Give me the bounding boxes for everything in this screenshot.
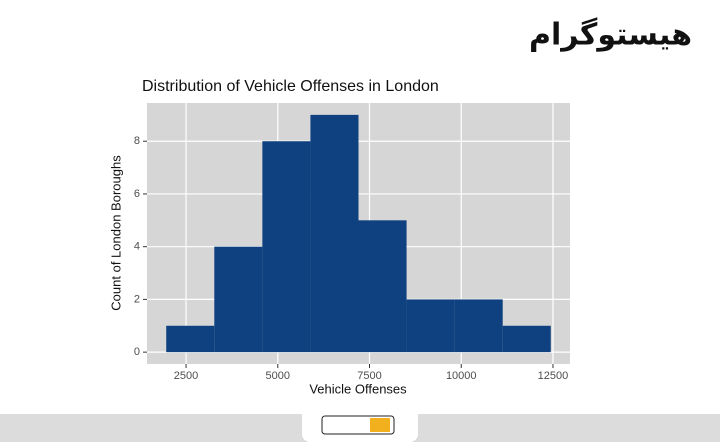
logo-accent	[370, 418, 390, 432]
x-tick-label: 7500	[357, 370, 381, 382]
bar	[166, 325, 215, 353]
y-tick-label: 8	[134, 135, 140, 147]
bar	[502, 325, 551, 353]
y-tick-label: 0	[134, 346, 140, 358]
x-axis-label: Vehicle Offenses	[309, 381, 407, 396]
bars	[166, 114, 551, 353]
bar	[454, 299, 503, 353]
bar	[406, 299, 455, 353]
x-tick-label: 2500	[174, 370, 198, 382]
bar	[310, 114, 359, 353]
y-tick-label: 6	[134, 188, 140, 200]
y-tick-label: 2	[134, 293, 140, 305]
page-title: هیستوگرام	[529, 17, 692, 53]
y-tick-label: 4	[134, 241, 140, 253]
bar	[214, 246, 263, 353]
x-tick-label: 10000	[446, 370, 477, 382]
x-tick-label: 5000	[266, 370, 290, 382]
bar	[262, 141, 311, 353]
x-tick-label: 12500	[538, 370, 569, 382]
y-axis-label: Count of London Boroughs	[108, 155, 123, 311]
bar	[358, 220, 407, 353]
chart-title: Distribution of Vehicle Offenses in Lond…	[142, 78, 439, 95]
